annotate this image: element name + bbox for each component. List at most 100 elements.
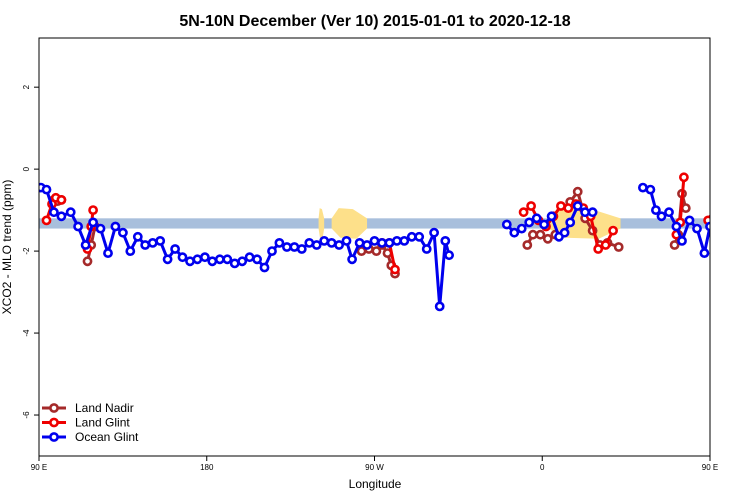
data-point [559,227,570,238]
y-tick-label: 2 [22,84,31,89]
reference-band [39,218,710,229]
data-point [177,252,188,263]
data-point [572,201,583,211]
data-point [237,256,248,267]
data-point [593,244,604,254]
data-point [600,240,611,250]
data-point [41,215,52,226]
data-point [88,217,98,228]
data-point [518,207,529,218]
legend-swatch-marker [49,432,59,442]
data-point [539,219,549,230]
data-point [155,235,166,246]
data-point [429,227,439,238]
legend-swatch-marker [49,403,59,413]
x-tick-label: 0 [540,463,545,472]
x-tick-label: 180 [200,463,214,472]
data-point [587,207,598,218]
data-point [692,223,702,234]
y-tick-label: 0 [22,166,31,171]
data-point [118,227,128,238]
data-point [80,240,91,250]
data-point [680,203,691,213]
series-ocean-glint [39,182,743,312]
data-point [185,256,195,267]
data-point [147,237,158,248]
data-point [740,207,747,214]
data-point [526,201,536,211]
chart-title: 5N-10N December (Ver 10) 2015-01-01 to 2… [179,13,570,30]
data-point [390,264,400,275]
data-point [281,242,292,252]
legend-label: Land Glint [75,416,130,430]
y-axis: 2 0 -2 -4 -6 [22,84,39,419]
y-tick-label: -4 [22,329,31,337]
data-point [664,207,674,218]
data-point [244,252,255,263]
data-point [531,213,542,224]
x-tick-label: 90 W [365,463,384,472]
data-point [214,254,225,265]
data-point [88,205,98,215]
data-point [444,250,454,261]
data-point [501,219,512,230]
x-axis-label: Longitude [349,477,402,491]
data-point [434,301,445,312]
data-point [199,252,210,263]
data-point [414,231,425,242]
data-point [729,233,736,240]
data-point [721,245,728,252]
legend-swatch-marker [49,417,59,428]
data-point [267,246,277,256]
data-point [56,194,67,205]
data-point [132,231,143,242]
data-point [319,235,330,246]
data-point [207,256,218,267]
data-point [399,235,410,246]
data-point [259,262,270,273]
data-point [563,203,574,213]
series-line [740,210,744,249]
data-point [341,235,352,246]
data-point [651,205,661,215]
data-point [222,254,233,265]
land-region-0 [318,208,325,239]
data-point [716,196,723,203]
data-point [736,241,743,248]
data-point [274,237,285,248]
data-point [311,240,322,250]
data-point [671,221,682,232]
data-point [369,235,380,246]
y-axis-label: XCO2 - MLO trend (ppm) [0,180,14,315]
data-point [56,211,67,222]
data-point [699,248,710,258]
data-point [572,186,583,197]
data-point [140,240,151,250]
data-point [546,211,557,222]
data-point [229,258,240,269]
data-point [125,246,136,256]
data-point [95,223,106,234]
data-point [565,217,576,228]
x-tick-label: 90 E [31,463,47,472]
data-point [719,196,726,203]
data-point [49,207,59,218]
data-point [740,237,747,244]
data-point [714,227,721,234]
data-point [613,242,624,252]
data-point [509,227,520,238]
data-point [684,215,695,226]
data-point [528,229,538,240]
data-point [736,245,743,252]
data-point [65,207,76,218]
data-point [103,248,113,258]
data-point [347,254,357,265]
data-point [162,254,173,265]
data-point [608,225,618,236]
series-land-nadir [49,186,747,279]
data-point [736,258,743,265]
data-point [440,235,451,246]
data-point [524,217,535,228]
